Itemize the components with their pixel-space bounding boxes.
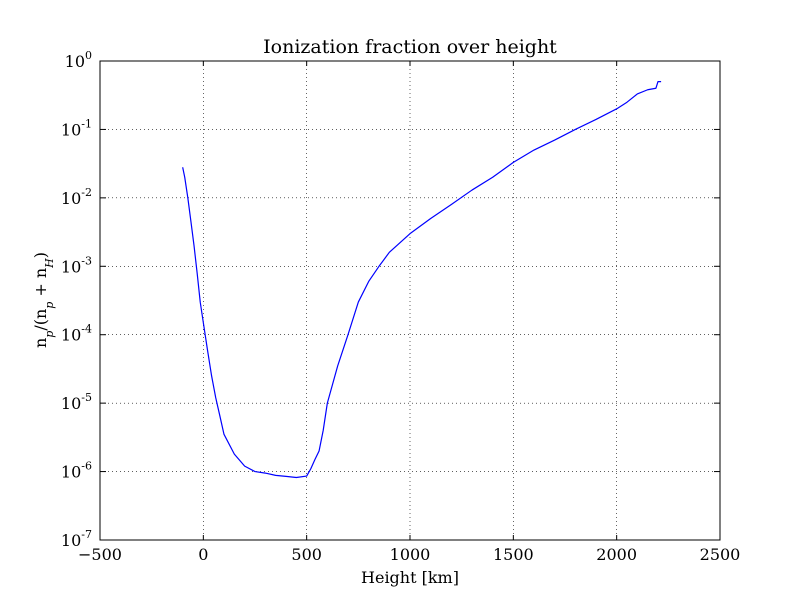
- x-tick-label: 500: [291, 545, 322, 564]
- x-tick-label: 1000: [390, 545, 431, 564]
- y-tick-exponent: -7: [81, 528, 92, 541]
- y-tick-exponent: -1: [81, 117, 92, 130]
- y-tick-base: 10: [61, 189, 81, 208]
- y-label-plus: + n: [31, 268, 50, 302]
- series-layer: [182, 81, 662, 479]
- x-tick-labels: −500 0 500 1000 1500 2000 2500: [78, 545, 740, 564]
- y-label-slash: /(n: [31, 309, 50, 331]
- x-axis-label: Height [km]: [361, 568, 459, 587]
- axis-ticks: [99, 60, 721, 541]
- y-label-n: n: [31, 338, 50, 348]
- x-tick-label: 2000: [596, 545, 637, 564]
- y-label-sub-H: H: [43, 258, 56, 269]
- x-tick-label: −500: [78, 545, 122, 564]
- y-tick-exponent: -5: [81, 391, 92, 404]
- x-tick-label: 2500: [700, 545, 741, 564]
- y-label-close: ): [31, 252, 50, 258]
- y-label-sub-p: p: [43, 331, 56, 338]
- y-label-sub-p2: p: [43, 302, 56, 309]
- x-tick-label: 0: [198, 545, 208, 564]
- y-tick-base: 10: [65, 52, 85, 71]
- y-tick-exponent: 0: [85, 49, 92, 62]
- y-tick-label: 10-7: [61, 528, 92, 550]
- series-line-0: [182, 81, 662, 479]
- y-tick-exponent: -4: [81, 323, 92, 336]
- y-tick-label: 100: [65, 49, 92, 71]
- y-tick-label: 10-6: [61, 460, 92, 482]
- y-tick-base: 10: [61, 120, 81, 139]
- y-tick-label: 10-1: [61, 117, 92, 139]
- y-tick-label: 10-5: [61, 391, 92, 413]
- y-tick-base: 10: [61, 463, 81, 482]
- x-tick-label: 1500: [493, 545, 534, 564]
- y-tick-exponent: -2: [81, 186, 92, 199]
- y-tick-base: 10: [61, 394, 81, 413]
- y-tick-base: 10: [61, 531, 81, 550]
- y-tick-exponent: -6: [81, 460, 92, 473]
- y-tick-base: 10: [61, 257, 81, 276]
- grid-lines: [100, 61, 720, 540]
- y-tick-label: 10-3: [61, 254, 92, 276]
- y-tick-label: 10-2: [61, 186, 92, 208]
- y-tick-base: 10: [61, 326, 81, 345]
- plot-frame: [99, 60, 721, 541]
- y-tick-label: 10-4: [61, 323, 92, 345]
- y-axis-label: np/(np + nH): [31, 252, 56, 348]
- chart-title: Ionization fraction over height: [263, 36, 557, 58]
- y-tick-exponent: -3: [81, 254, 92, 267]
